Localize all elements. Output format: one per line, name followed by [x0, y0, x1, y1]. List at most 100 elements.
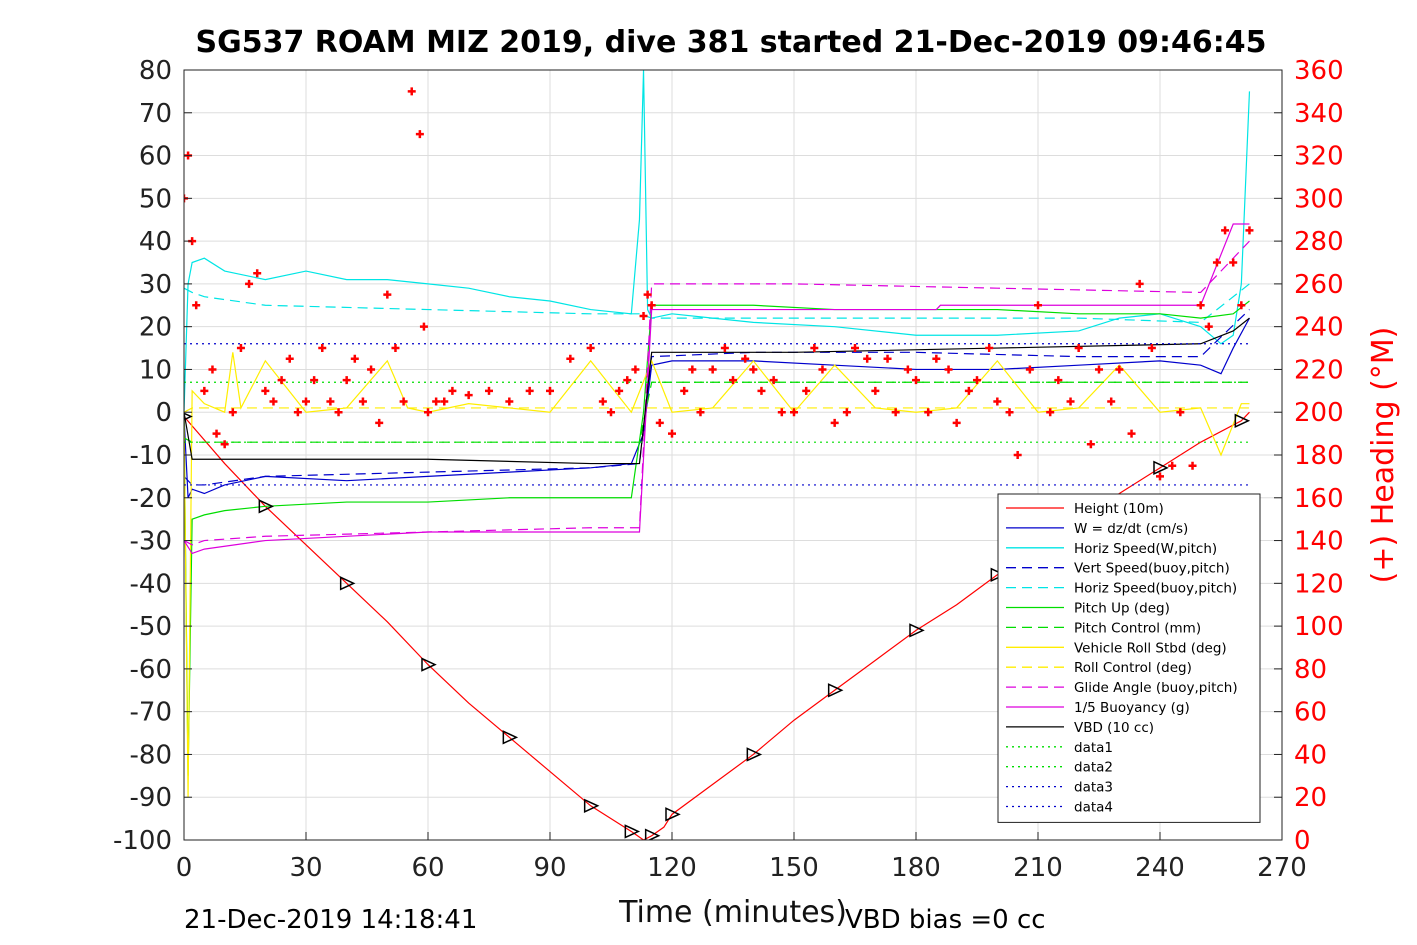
- heading-point: [1245, 226, 1254, 235]
- y-left-tick-label: -80: [130, 740, 172, 770]
- y-left-tick-label: 60: [139, 142, 172, 172]
- heading-point: [1086, 440, 1095, 449]
- heading-point: [367, 365, 376, 374]
- y-left-tick-label: -10: [130, 441, 172, 471]
- heading-point: [883, 354, 892, 363]
- heading-point: [912, 376, 920, 385]
- x-tick-label: 120: [647, 853, 697, 883]
- heading-point: [688, 365, 697, 374]
- y-right-tick-label: 120: [1294, 569, 1344, 599]
- heading-point: [383, 290, 392, 299]
- heading-point: [464, 391, 473, 400]
- heading-point: [615, 386, 624, 395]
- heading-point: [932, 354, 941, 363]
- y-right-tick-label: 240: [1294, 313, 1344, 343]
- triangle-marker: [1153, 460, 1169, 476]
- series-1-5-buoyancy-g: [184, 223, 1250, 555]
- x-tick-label: 210: [1013, 853, 1063, 883]
- heading-point: [419, 322, 428, 331]
- y-right-tick-label: 340: [1294, 99, 1344, 129]
- heading-point: [952, 418, 961, 427]
- heading-point: [391, 344, 400, 353]
- heading-point: [985, 344, 994, 353]
- heading-point: [407, 87, 416, 96]
- heading-point: [777, 408, 786, 417]
- heading-point: [253, 269, 262, 278]
- legend-label: Horiz Speed(W,pitch): [1074, 541, 1217, 557]
- series-pitch-control-mm: [184, 381, 1250, 443]
- x-axis-label: Time (minutes): [618, 895, 847, 930]
- legend-label: Glide Angle (buoy,pitch): [1074, 680, 1238, 696]
- heading-point: [1156, 472, 1164, 481]
- heading-point: [1212, 258, 1221, 267]
- heading-point: [1176, 408, 1185, 417]
- heading-point: [485, 386, 493, 395]
- legend-label: Pitch Control (mm): [1074, 620, 1201, 636]
- legend: Height (10m) W = dz/dt (cm/s) Horiz Speed(…: [997, 493, 1261, 823]
- triangle-marker: [624, 824, 641, 839]
- heading-point: [1095, 365, 1103, 374]
- heading-point: [505, 397, 514, 406]
- y-axis-left: 80 70 60 50 40 30 20 10 0 -10 -20 -30 -40 -50 -60 -70 -8…: [113, 56, 192, 856]
- heading-point: [830, 418, 839, 427]
- y-right-tick-label: 280: [1294, 227, 1344, 257]
- heading-point: [1013, 451, 1022, 459]
- heading-point: [326, 397, 335, 406]
- heading-point: [1107, 397, 1116, 406]
- heading-point: [643, 290, 652, 299]
- chart-title: SG537 ROAM MIZ 2019, dive 381 started 21…: [195, 25, 1266, 60]
- y-left-tick-label: -30: [130, 527, 172, 557]
- heading-point: [1074, 344, 1083, 353]
- heading-point: [318, 344, 327, 353]
- heading-point: [964, 386, 973, 395]
- heading-point: [285, 354, 294, 363]
- heading-point: [546, 386, 554, 395]
- triangle-marker: [909, 623, 925, 638]
- heading-point: [708, 365, 717, 374]
- y-right-tick-label: 0: [1294, 826, 1311, 856]
- heading-point: [228, 408, 237, 417]
- series-glide-angle-buoy-pitch: [184, 240, 1250, 546]
- footer-vbd-bias: VBD bias =0 cc: [845, 905, 1046, 935]
- y-right-tick-label: 140: [1294, 527, 1344, 557]
- heading-point: [790, 408, 798, 417]
- triangle-marker: [665, 807, 681, 822]
- heading-point: [1237, 301, 1246, 310]
- heading-point: [1196, 301, 1205, 310]
- legend-label: Roll Control (deg): [1074, 660, 1192, 676]
- heading-point: [236, 344, 245, 353]
- y-left-tick-label: 80: [139, 56, 172, 86]
- y-left-tick-label: 70: [139, 99, 172, 129]
- y-right-tick-label: 80: [1294, 655, 1327, 685]
- y-left-tick-label: 20: [139, 313, 172, 343]
- x-tick-label: 270: [1257, 853, 1307, 883]
- y-right-tick-label: 260: [1294, 270, 1344, 300]
- legend-box: [997, 493, 1261, 823]
- heading-point: [1229, 258, 1238, 267]
- y-left-tick-label: -20: [130, 484, 172, 514]
- y-left-tick-label: 50: [139, 184, 172, 214]
- legend-label: Horiz Speed(buoy,pitch): [1074, 581, 1237, 597]
- heading-point: [1034, 301, 1042, 310]
- heading-point: [769, 376, 778, 385]
- heading-point: [525, 386, 534, 395]
- heading-point: [1054, 376, 1063, 385]
- heading-point: [729, 376, 737, 385]
- heading-point: [1127, 429, 1136, 438]
- heading-point: [245, 279, 254, 288]
- heading-point: [598, 397, 607, 406]
- heading-point: [1025, 365, 1034, 374]
- y-left-tick-label: -40: [130, 569, 172, 599]
- heading-point: [631, 365, 640, 374]
- y-right-tick-label: 100: [1294, 612, 1344, 642]
- heading-point: [818, 365, 827, 374]
- y-left-tick-label: 40: [139, 227, 172, 257]
- heading-point: [1005, 408, 1014, 417]
- heading-point: [871, 386, 880, 395]
- y-right-tick-label: 360: [1294, 56, 1344, 86]
- series-pitch-up-deg: [184, 300, 1250, 776]
- heading-point: [851, 344, 859, 353]
- heading-point: [993, 397, 1002, 406]
- heading-point: [293, 408, 302, 417]
- heading-point: [261, 386, 270, 395]
